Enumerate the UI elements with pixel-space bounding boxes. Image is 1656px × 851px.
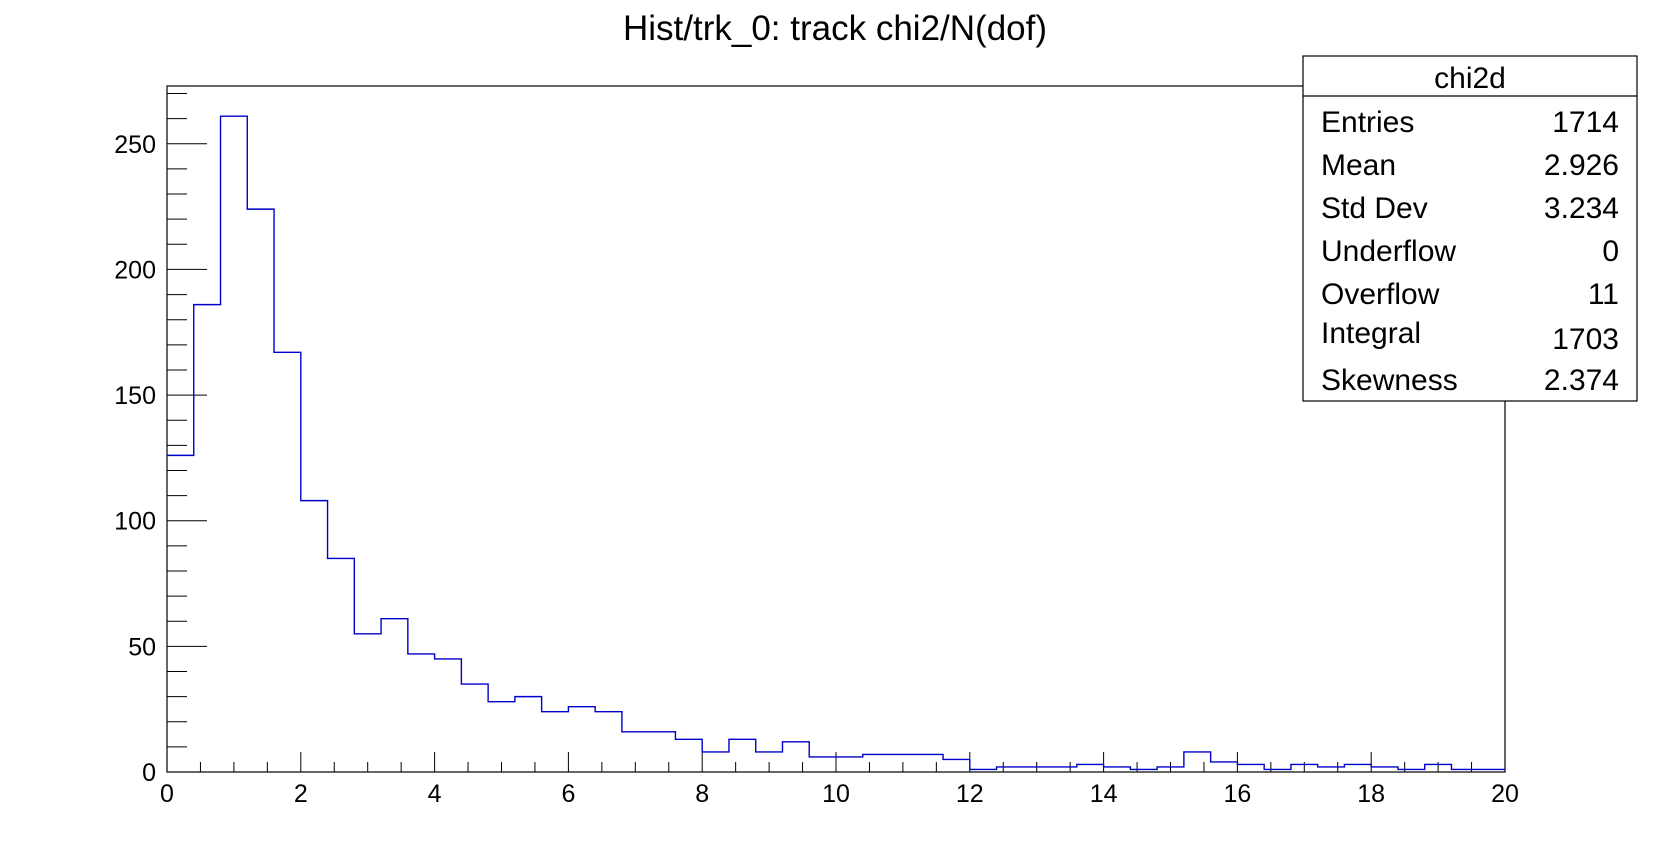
- histogram-bin: [515, 697, 542, 772]
- histogram-bin: [1104, 767, 1131, 772]
- x-tick-label: 12: [956, 780, 984, 808]
- histogram-bin: [595, 712, 622, 772]
- x-tick-label: 20: [1491, 780, 1519, 808]
- stats-value: 1703: [1552, 323, 1619, 356]
- stats-box-frame: [1302, 55, 1638, 402]
- y-tick-label: 150: [114, 382, 156, 410]
- y-tick-label: 50: [128, 633, 156, 661]
- histogram-bin: [1184, 752, 1211, 772]
- stats-label: Integral: [1321, 317, 1421, 350]
- y-axis-tick-labels: 0 50 100 150 200 250: [114, 131, 156, 787]
- y-tick-label: 100: [114, 508, 156, 536]
- stats-rows: Entries 1714 Mean 2.926 Std Dev 3.234 Underflo…: [1321, 106, 1619, 397]
- stats-label: Entries: [1321, 106, 1414, 139]
- stats-value: 2.374: [1544, 364, 1619, 397]
- histogram-bin: [1157, 767, 1184, 772]
- histogram-bin: [221, 116, 248, 772]
- histogram-bin: [916, 754, 943, 772]
- stats-label: Underflow: [1321, 235, 1456, 268]
- histogram-bin: [488, 702, 515, 772]
- x-tick-label: 16: [1223, 780, 1251, 808]
- stats-value: 3.234: [1544, 192, 1619, 225]
- histogram-bin: [782, 742, 809, 772]
- histogram-bin: [809, 757, 836, 772]
- histogram-outline: [167, 115, 1505, 771]
- histogram-bin: [542, 712, 569, 772]
- histogram-bin: [702, 752, 729, 772]
- x-tick-label: 0: [160, 780, 174, 808]
- histogram-bin: [328, 558, 355, 772]
- histogram-bin: [729, 739, 756, 772]
- stats-label: Skewness: [1321, 364, 1458, 397]
- histogram-bin: [1023, 767, 1050, 772]
- histogram-bin: [622, 732, 649, 772]
- stats-label: Overflow: [1321, 278, 1440, 311]
- x-tick-label: 6: [561, 780, 575, 808]
- histogram-bin: [301, 501, 328, 772]
- histogram-bin: [1077, 764, 1104, 772]
- stats-value: 0: [1602, 235, 1619, 268]
- histogram-bin: [1344, 764, 1371, 772]
- x-tick-label: 2: [294, 780, 308, 808]
- histogram-bin: [408, 654, 435, 772]
- histogram-bin: [997, 767, 1024, 772]
- histogram-bin: [435, 659, 462, 772]
- histogram-bin: [1050, 767, 1077, 772]
- histogram-bin: [568, 707, 595, 772]
- x-tick-label: 10: [822, 780, 850, 808]
- histogram-bin: [461, 684, 488, 772]
- histogram-bin: [247, 209, 274, 772]
- histogram-bin: [863, 754, 890, 772]
- histogram-bin: [1211, 762, 1238, 772]
- stats-box: chi2d Entries 1714 Mean 2.926 Std Dev 3.234 Un…: [1302, 55, 1638, 402]
- stats-label: Mean: [1321, 149, 1396, 182]
- histogram-bin: [836, 757, 863, 772]
- histogram-bin: [943, 759, 970, 772]
- y-tick-label: 0: [142, 759, 156, 787]
- x-tick-label: 4: [428, 780, 442, 808]
- stats-value: 1714: [1552, 106, 1619, 139]
- x-tick-label: 8: [695, 780, 709, 808]
- y-tick-label: 200: [114, 256, 156, 284]
- x-tick-label: 18: [1357, 780, 1385, 808]
- histogram-bin: [167, 455, 194, 772]
- histogram-bin: [1371, 767, 1398, 772]
- histogram-bin: [675, 739, 702, 772]
- histogram-bin: [890, 754, 917, 772]
- stats-value: 2.926: [1544, 149, 1619, 182]
- x-axis-tick-labels: 0 2 4 6 8 10 12 14 16 18 20: [160, 780, 1519, 808]
- stats-label: Std Dev: [1321, 192, 1428, 225]
- histogram-bin: [274, 352, 301, 772]
- stats-box-title: chi2d: [1434, 62, 1506, 95]
- stats-value: 11: [1588, 278, 1619, 311]
- axis-ticks: [166, 93, 1506, 773]
- histogram-bin: [354, 634, 381, 772]
- histogram-bin: [649, 732, 676, 772]
- y-tick-label: 250: [114, 131, 156, 159]
- histogram-bin: [194, 305, 221, 772]
- histogram-bin: [1425, 764, 1452, 772]
- histogram-bin: [1318, 767, 1345, 772]
- histogram-bin: [381, 619, 408, 772]
- histogram-bin: [1291, 764, 1318, 772]
- histogram-bin: [1237, 764, 1264, 772]
- chart-title: Hist/trk_0: track chi2/N(dof): [623, 9, 1047, 48]
- histogram-bin: [756, 752, 783, 772]
- x-tick-label: 14: [1090, 780, 1118, 808]
